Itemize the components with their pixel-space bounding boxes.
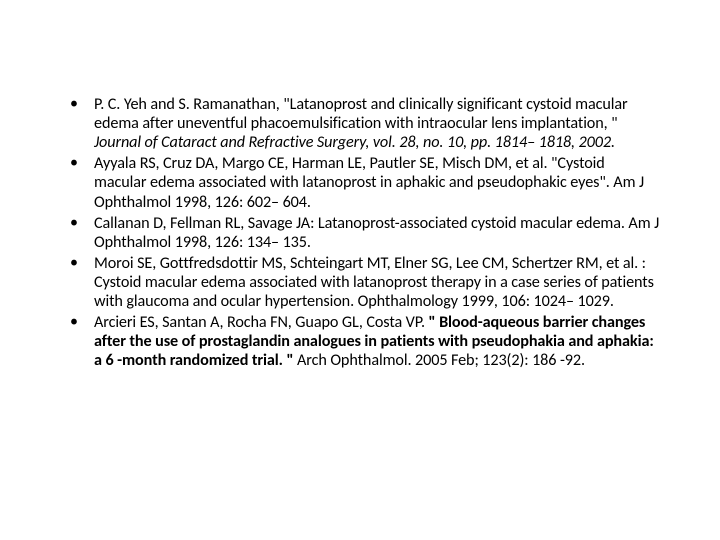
ref-text-pre: Ayyala RS, Cruz DA, Margo CE, Harman LE,… [94, 154, 644, 211]
list-item: Ayyala RS, Cruz DA, Margo CE, Harman LE,… [60, 154, 660, 211]
list-item: Moroi SE, Gottfredsdottir MS, Schteingar… [60, 254, 660, 311]
ref-text-pre: Moroi SE, Gottfredsdottir MS, Schteingar… [94, 254, 654, 311]
slide-body: P. C. Yeh and S. Ramanathan, "Latanopros… [0, 0, 720, 540]
list-item: P. C. Yeh and S. Ramanathan, "Latanopros… [60, 95, 660, 152]
ref-text-pre: P. C. Yeh and S. Ramanathan, "Latanopros… [94, 95, 628, 133]
list-item: Arcieri ES, Santan A, Rocha FN, Guapo GL… [60, 313, 660, 370]
ref-text-pre: Arcieri ES, Santan A, Rocha FN, Guapo GL… [94, 313, 429, 332]
ref-text-italic: Journal of Cataract and Refractive Surge… [94, 133, 615, 152]
ref-text-pre: Callanan D, Fellman RL, Savage JA: Latan… [94, 214, 659, 252]
ref-text-post: Arch Ophthalmol. 2005 Feb; 123(2): 186 -… [297, 351, 585, 370]
list-item: Callanan D, Fellman RL, Savage JA: Latan… [60, 214, 660, 252]
reference-list: P. C. Yeh and S. Ramanathan, "Latanopros… [60, 95, 660, 371]
